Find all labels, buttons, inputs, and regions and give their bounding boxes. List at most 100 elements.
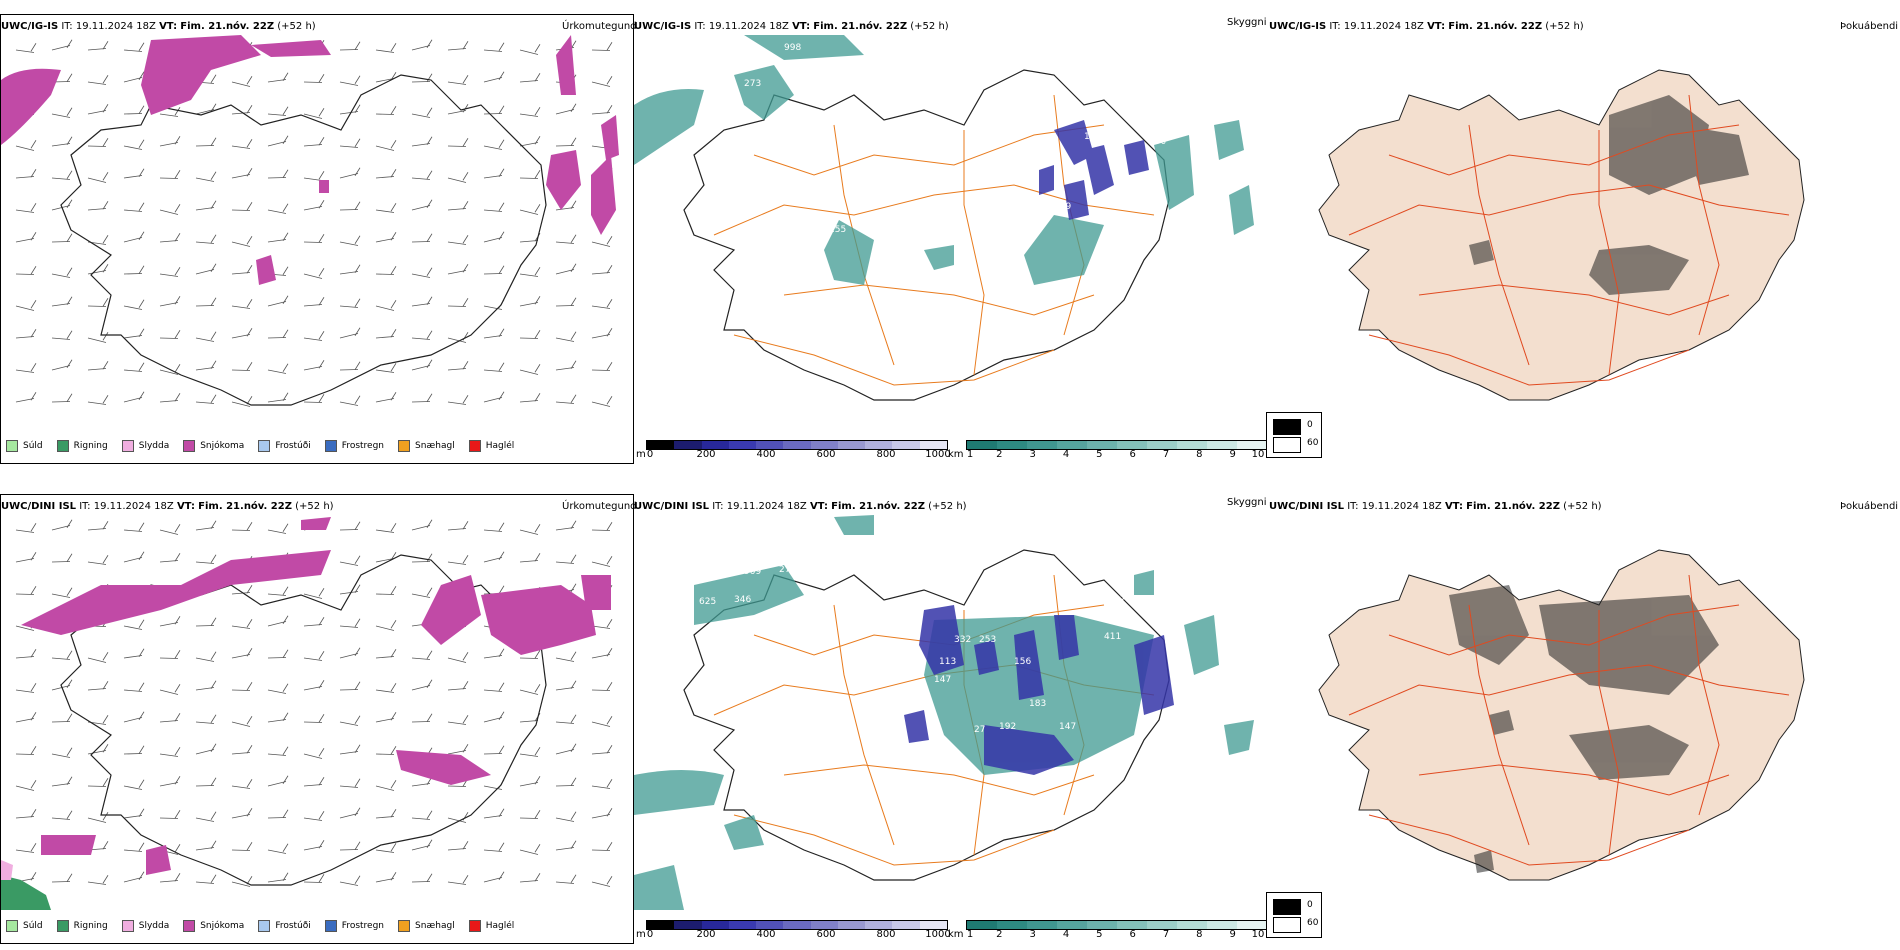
wind-barb bbox=[339, 584, 361, 595]
road-line bbox=[1418, 284, 1730, 316]
wind-barb bbox=[123, 871, 145, 883]
wind-barb bbox=[339, 201, 361, 211]
value-label: 998 bbox=[784, 43, 801, 53]
road-line bbox=[753, 124, 1105, 176]
wind-barb bbox=[339, 807, 361, 819]
wind-barb bbox=[123, 299, 145, 310]
wind-barb bbox=[123, 265, 145, 275]
vis-map-2: 909 276 625 346 679 332 411 113 253 156 147 192 147 2… bbox=[634, 515, 1254, 910]
colorbar-step bbox=[1177, 441, 1207, 449]
wind-barb bbox=[519, 553, 541, 563]
road-line bbox=[1468, 124, 1530, 366]
tick-label: 600 bbox=[816, 449, 836, 460]
title-precip-1: Úrkomutegund bbox=[562, 21, 637, 32]
wind-barb bbox=[15, 329, 37, 339]
legend-swatch bbox=[258, 440, 271, 452]
legend-item: Snæhagl bbox=[398, 440, 455, 452]
wind-barb bbox=[591, 396, 613, 407]
value-label: 113 bbox=[939, 657, 956, 667]
tick-label: 3 bbox=[1029, 449, 1036, 460]
legend-swatch bbox=[6, 920, 18, 932]
wind-barb bbox=[195, 171, 217, 182]
legend-swatch bbox=[121, 440, 134, 452]
wind-barb bbox=[195, 331, 217, 342]
wind-barb bbox=[159, 364, 181, 375]
wind-barb bbox=[447, 395, 469, 405]
value-label: 27 bbox=[974, 725, 985, 735]
tick-label: 1000 bbox=[925, 929, 951, 940]
wind-barb bbox=[519, 364, 541, 375]
tick-label: 2 bbox=[996, 449, 1003, 460]
wind-barb bbox=[411, 136, 433, 147]
wind-barb bbox=[267, 843, 289, 854]
wind-barb bbox=[231, 76, 253, 87]
wind-barb bbox=[555, 200, 577, 211]
wind-barb bbox=[267, 775, 289, 787]
wind-barb bbox=[267, 363, 289, 374]
wind-barb bbox=[555, 103, 577, 115]
road-line bbox=[1598, 610, 1620, 856]
tick-label: 5 bbox=[1096, 449, 1103, 460]
wind-barb bbox=[483, 871, 505, 883]
wind-barb bbox=[303, 331, 325, 341]
wind-barb bbox=[591, 745, 613, 755]
wind-barb bbox=[231, 716, 253, 727]
tick-label: 5 bbox=[1096, 929, 1103, 940]
header-precip-1: UWC/IG-IS IT: 19.11.2024 18Z VT: Fim. 21… bbox=[1, 21, 316, 32]
wind-barb bbox=[339, 104, 361, 115]
wind-barb bbox=[591, 682, 613, 691]
wind-barb bbox=[231, 779, 253, 789]
colorbar-step bbox=[865, 921, 893, 929]
legend-swatch bbox=[258, 920, 271, 932]
wind-barb bbox=[51, 810, 73, 820]
wind-barb bbox=[339, 298, 361, 308]
colorbar-step bbox=[919, 441, 947, 449]
wind-barb bbox=[447, 75, 469, 85]
wind-barb bbox=[123, 648, 145, 659]
wind-barb bbox=[411, 873, 433, 883]
value-label: 276 bbox=[779, 565, 796, 575]
wind-barb bbox=[519, 747, 541, 757]
wind-barb bbox=[123, 362, 145, 372]
wind-barb bbox=[591, 876, 613, 887]
wind-barb bbox=[339, 555, 361, 566]
legend-item: Snæhagl bbox=[398, 920, 455, 932]
legend-swatch bbox=[56, 920, 69, 932]
wind-barb bbox=[447, 521, 469, 531]
value-label: 202 bbox=[1109, 222, 1126, 232]
colorbar-step bbox=[967, 441, 997, 449]
wind-barb bbox=[591, 619, 613, 629]
road-line bbox=[1688, 574, 1720, 816]
title-fog-2: Þokuábendi bbox=[1840, 501, 1899, 512]
wind-barb bbox=[267, 203, 289, 214]
wind-barb bbox=[87, 201, 109, 211]
wind-barb bbox=[483, 711, 505, 723]
title-precip-2: Úrkomutegund bbox=[562, 501, 637, 512]
wind-barb bbox=[51, 393, 73, 403]
wind-barb bbox=[303, 588, 325, 599]
fog-swatch bbox=[1273, 899, 1301, 915]
wind-barb bbox=[51, 136, 73, 147]
value-label: 147 bbox=[934, 675, 951, 685]
wind-barb bbox=[591, 556, 613, 567]
colorbar-step bbox=[810, 441, 838, 449]
rain-area bbox=[1, 875, 51, 910]
wind-barb bbox=[519, 393, 541, 403]
colorbar-step bbox=[1147, 441, 1177, 449]
vis-colorbar bbox=[966, 440, 1268, 450]
legend-item: Slydda bbox=[121, 440, 169, 452]
snow-areas bbox=[21, 517, 611, 875]
wind-barb bbox=[51, 330, 73, 340]
value-label: 192 bbox=[999, 722, 1016, 732]
wind-barb bbox=[195, 743, 217, 755]
wind-barb bbox=[483, 522, 505, 532]
road-line bbox=[733, 334, 1055, 386]
value-label: 322 bbox=[1144, 112, 1161, 122]
wind-barb bbox=[123, 328, 145, 339]
fog-legend-2: 0 60 bbox=[1266, 892, 1322, 938]
vis-colorbar bbox=[966, 920, 1268, 930]
fog-map-2 bbox=[1318, 549, 1805, 881]
wind-barb bbox=[195, 520, 217, 531]
road-line bbox=[1348, 184, 1790, 236]
wind-barb bbox=[231, 139, 253, 149]
